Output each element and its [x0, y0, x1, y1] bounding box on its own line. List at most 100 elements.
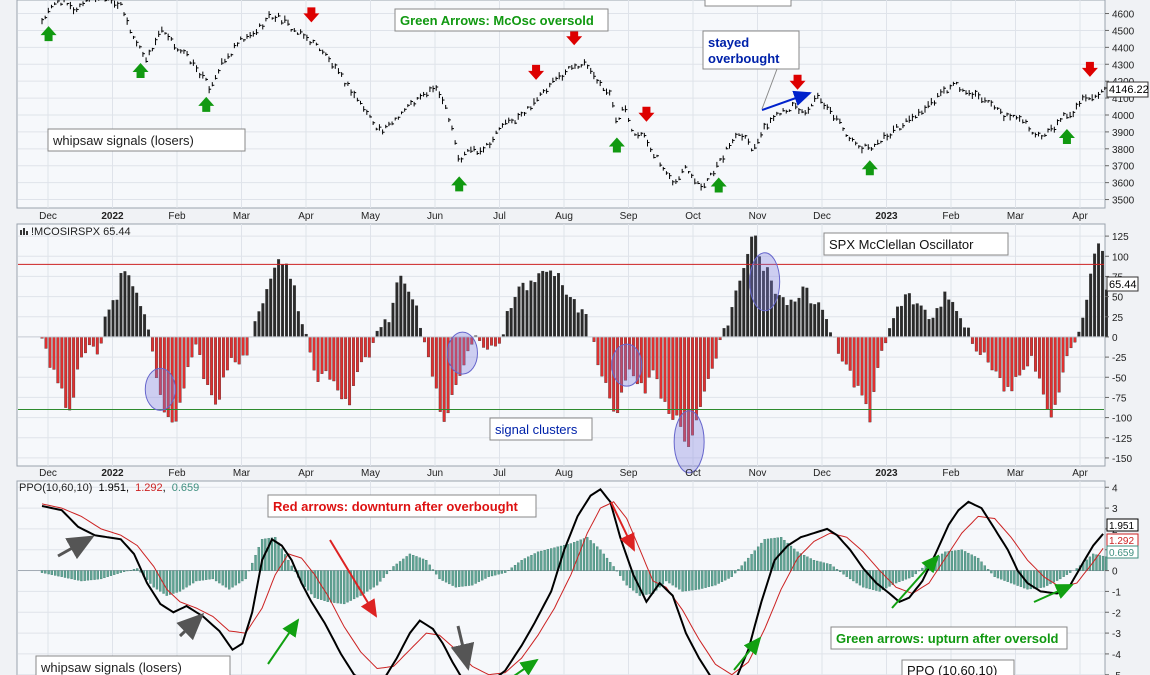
- ppo-histogram-bar: [523, 558, 527, 571]
- ppo-histogram-bar: [973, 556, 977, 571]
- ppo-histogram-bar: [435, 570, 438, 575]
- ppo-histogram-bar: [911, 570, 914, 577]
- ppo-histogram-bar: [500, 570, 504, 574]
- price-x-axis: Dec 2022 Feb Mar Apr May Jun Jul Aug Sep Oct Nov Dec…: [39, 211, 1088, 222]
- ppo-value-tag: [1106, 518, 1139, 532]
- price-panel-frame: [16, 0, 1106, 209]
- ppo-histogram-bar: [684, 570, 688, 592]
- mcclellan-bar: [959, 318, 963, 338]
- ppo-histogram-bar: [257, 547, 260, 571]
- ppo-histogram-bar: [960, 549, 963, 571]
- mcclellan-bar: [919, 305, 923, 338]
- ppo-histogram-bar: [270, 537, 274, 571]
- mcclellan-bar: [352, 336, 355, 386]
- mcclellan-x-tick-label: Oct: [685, 468, 701, 479]
- mcclellan-bar: [856, 336, 860, 386]
- mcclellan-bar: [490, 336, 493, 346]
- ppo-histogram-bar: [546, 549, 550, 571]
- mcclellan-bar: [608, 336, 612, 399]
- mcclellan-bar: [277, 259, 281, 338]
- mcclellan-bar: [986, 336, 990, 363]
- mcclellan-bar: [202, 336, 206, 380]
- ppo-histogram-bar: [1059, 570, 1062, 580]
- mcclellan-bar: [513, 296, 517, 338]
- ppo-histogram-bar: [954, 550, 957, 571]
- ppo-tick-label: -5: [1112, 671, 1121, 675]
- ppo-histogram-bar: [352, 570, 356, 600]
- price-tick-label: 4100: [1112, 94, 1135, 105]
- mcclellan-bar: [722, 328, 726, 338]
- mcclellan-bar: [411, 299, 415, 338]
- ppo-histogram-bar: [251, 562, 254, 571]
- signal-clusters-box: [489, 417, 593, 441]
- mcclellan-bar: [320, 336, 324, 374]
- mcclellan-last-value: 65.44: [1109, 279, 1137, 291]
- red-down-arrow-icon: [1081, 61, 1098, 77]
- ppo-histogram-bar: [947, 551, 950, 571]
- mcclellan-bar: [391, 302, 395, 338]
- ppo-legend-prefix: PPO(10,60,10): [19, 482, 92, 494]
- cropped-top-box: [704, 0, 792, 7]
- ppo-histogram-bar: [510, 567, 513, 571]
- red-down-arrow-icon: [566, 30, 583, 46]
- ppo-histogram-bar: [819, 561, 822, 571]
- ppo-histogram-bar: [875, 570, 878, 591]
- mcclellan-bar: [604, 336, 608, 383]
- mcclellan-tick-label: -100: [1112, 414, 1132, 425]
- mcclellan-bar: [777, 295, 781, 338]
- ppo-histogram-bar: [402, 558, 405, 571]
- grey-arrow-2: [176, 612, 205, 641]
- ppo-histogram-bar: [1036, 570, 1039, 589]
- ppo-histogram-bar: [310, 570, 313, 595]
- ppo-histogram-bar: [1006, 570, 1009, 582]
- mcclellan-bar: [316, 336, 320, 382]
- mcclellan-bar: [139, 306, 143, 338]
- mcclellan-bar: [1093, 253, 1097, 338]
- ppo-histogram-bar: [724, 570, 727, 581]
- mcclellan-bar: [387, 322, 391, 338]
- mcclellan-bar: [789, 299, 793, 338]
- ppo-histogram-bar: [109, 570, 113, 576]
- ppo-histogram-bar: [290, 565, 293, 571]
- ppo-histogram-bar: [241, 570, 244, 582]
- red-arrow-ppo-1: [329, 539, 378, 618]
- ppo-histogram-bar: [231, 570, 234, 588]
- mcclellan-bar: [931, 317, 935, 338]
- ppo-histogram-bar: [694, 570, 697, 590]
- ppo-histogram-bar: [750, 554, 753, 571]
- green-up-arrow-icon: [710, 177, 727, 193]
- mcclellan-x-tick-label: Apr: [1072, 468, 1088, 479]
- ppo-panel: 43210-1-2-3-4-5 PPO(10,60,10) 1.951, 1.2…: [16, 480, 1139, 675]
- ppo-histogram-bar: [622, 570, 625, 581]
- mcclellan-bar: [356, 336, 359, 373]
- ppo-histogram-bar: [904, 570, 908, 580]
- mcclellan-bar: [1014, 336, 1018, 377]
- ppo-tick-label: 3: [1112, 504, 1118, 515]
- ppo-histogram-bar: [57, 570, 60, 577]
- ppo-histogram-bar: [418, 557, 421, 571]
- ppo-histogram-bar: [76, 570, 80, 581]
- mcclellan-bar: [493, 336, 497, 347]
- ppo-histogram-bar: [99, 570, 103, 580]
- mcclellan-bar: [801, 286, 805, 338]
- ppo-histogram-bar: [40, 570, 44, 573]
- signal-cluster-ellipses: [144, 252, 781, 474]
- ppo-histogram-bar: [103, 570, 106, 579]
- mcclellan-bar: [892, 318, 896, 338]
- mcclellan-bar: [679, 336, 683, 427]
- grey-arrow-3: [450, 625, 475, 671]
- mcclellan-bar: [281, 264, 285, 338]
- mcclellan-bar: [285, 263, 288, 338]
- ppo-histogram-bar: [336, 570, 339, 604]
- mcclellan-bar: [1081, 317, 1085, 338]
- mcclellan-bar: [296, 311, 300, 338]
- ppo-histogram-bar: [214, 570, 218, 582]
- mcclellan-bar: [864, 336, 868, 405]
- ppo-histogram-bar: [632, 570, 635, 591]
- mcclellan-bar: [214, 336, 217, 405]
- ppo-histogram-bar: [612, 566, 615, 571]
- mcclellan-bar: [884, 336, 888, 344]
- mcclellan-bar: [742, 267, 746, 338]
- ppo-histogram-bar: [668, 570, 671, 584]
- mcclellan-bar: [978, 336, 982, 355]
